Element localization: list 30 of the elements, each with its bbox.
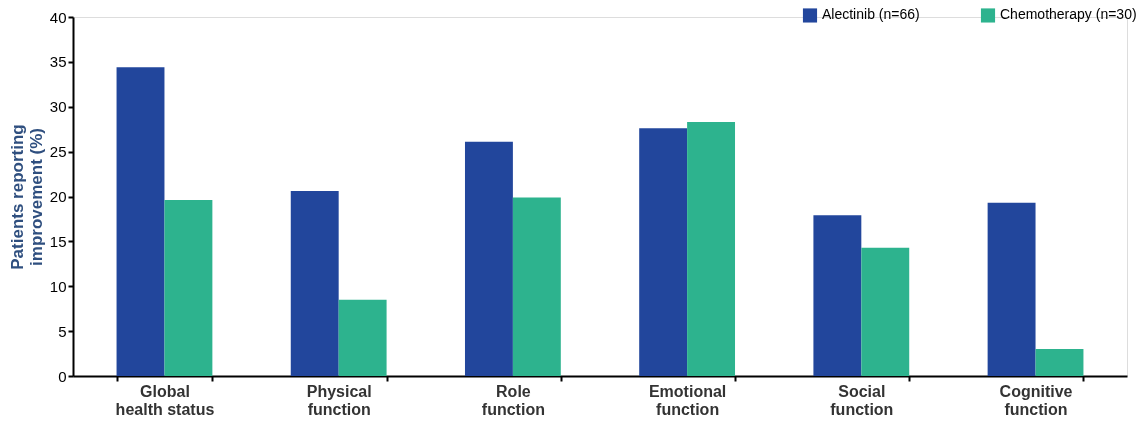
bar <box>639 128 688 376</box>
y-axis-title: Patients reporting improvement (%) <box>7 124 46 270</box>
x-tick-label: Cognitive function <box>999 382 1073 418</box>
y-tick-label: 15 <box>49 232 67 250</box>
y-tick-label: 0 <box>58 367 67 385</box>
bar <box>813 215 862 376</box>
bar <box>290 191 339 376</box>
x-tick-label: Social function <box>830 382 894 418</box>
y-tick-label: 10 <box>49 277 67 295</box>
bar <box>987 202 1036 376</box>
x-tick-label: Physical function <box>306 382 372 418</box>
bar <box>687 122 736 376</box>
legend-label: Chemotherapy (n=30) <box>1000 6 1137 23</box>
bar <box>164 200 213 376</box>
y-tick-label: 25 <box>49 143 67 161</box>
bar <box>1035 349 1084 376</box>
bar <box>338 299 387 376</box>
legend-label: Alectinib (n=66) <box>822 6 920 23</box>
x-tick-label: Global health status <box>115 382 215 418</box>
x-tick-label: Role function <box>481 382 545 418</box>
y-tick-label: 5 <box>58 322 67 340</box>
y-tick-label: 20 <box>49 188 67 205</box>
bar <box>512 197 561 376</box>
bar <box>861 247 910 376</box>
x-tick-label: Emotional function <box>648 382 727 418</box>
bar <box>116 67 165 376</box>
y-tick-label: 30 <box>49 98 67 116</box>
y-tick-label: 35 <box>49 53 67 71</box>
y-tick-label: 40 <box>49 8 67 26</box>
bar <box>464 141 513 376</box>
